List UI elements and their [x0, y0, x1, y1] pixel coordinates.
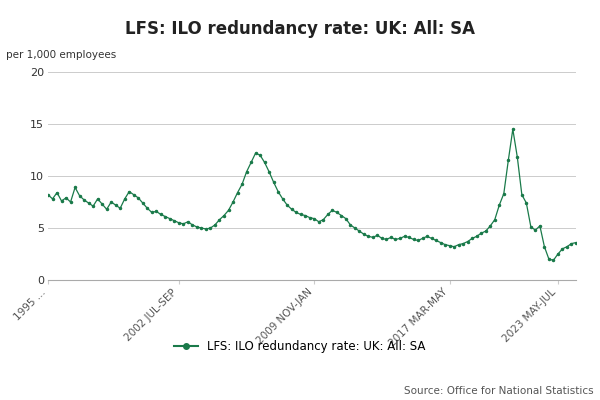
Text: Source: Office for National Statistics: Source: Office for National Statistics: [404, 386, 594, 396]
Text: LFS: ILO redundancy rate: UK: All: SA: LFS: ILO redundancy rate: UK: All: SA: [125, 20, 475, 38]
Text: per 1,000 employees: per 1,000 employees: [6, 50, 116, 60]
Legend: LFS: ILO redundancy rate: UK: All: SA: LFS: ILO redundancy rate: UK: All: SA: [170, 336, 430, 358]
